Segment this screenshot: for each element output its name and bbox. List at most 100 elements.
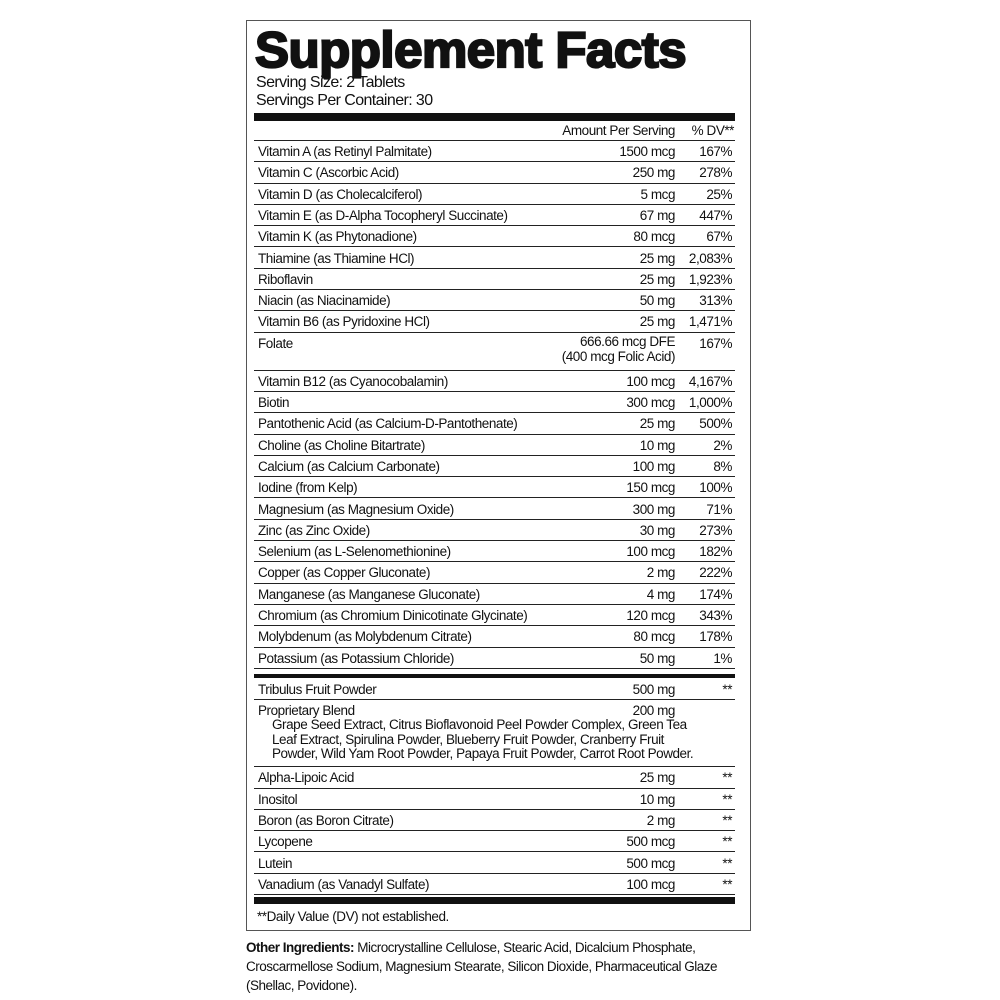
nutrient-dv: 273%	[699, 522, 732, 538]
nutrient-dv: 343%	[699, 608, 732, 623]
nutrient-amount: 100 mcg	[626, 544, 675, 560]
nutrient-dv: 2%	[713, 437, 732, 453]
nutrient-amount: 30 mg	[639, 522, 676, 538]
nutrient-dv: 25%	[706, 186, 732, 202]
nutrient-name: Alpha-Lipoic Acid	[258, 770, 354, 786]
nutrient-dv: **	[722, 770, 732, 786]
nutrient-row: Vitamin K (as Phytonadione) 80 mcg 67%	[254, 226, 735, 248]
nutrient-name: Vitamin C (Ascorbic Acid)	[258, 165, 399, 181]
nutrient-row: Vitamin E (as D-Alpha Tocopheryl Succina…	[254, 205, 735, 227]
nutrient-amount: 80 mcg	[633, 629, 675, 645]
nutrient-amount: 5 mcg	[640, 186, 675, 202]
nutrient-dv: 313%	[699, 293, 732, 309]
nutrient-amount: 100 mcg	[626, 876, 675, 892]
amount-line: (400 mcg Folic Acid)	[561, 348, 676, 364]
nutrient-name: Vanadium (as Vanadyl Sulfate)	[258, 876, 430, 892]
nutrient-row: Tribulus Fruit Powder 500 mg **	[254, 679, 735, 701]
nutrient-name: Lutein	[258, 855, 293, 871]
nutrient-row: Vitamin D (as Cholecalciferol) 5 mcg 25%	[254, 184, 735, 205]
thick-divider	[254, 113, 735, 121]
nutrient-dv: **	[722, 812, 732, 828]
nutrient-name: Boron (as Boron Citrate)	[258, 812, 394, 828]
nutrient-name: Calcium (as Calcium Carbonate)	[258, 458, 440, 474]
nutrient-dv: 222%	[699, 565, 732, 581]
nutrient-dv: 67%	[706, 229, 732, 245]
nutrient-row: Magnesium (as Magnesium Oxide) 300 mg 71%	[254, 499, 735, 520]
nutrient-amount: 500 mg	[632, 682, 676, 697]
nutrient-row: Biotin 300 mcg 1,000%	[254, 392, 735, 414]
nutrient-name: Iodine (from Kelp)	[258, 480, 358, 496]
nutrient-dv: **	[722, 682, 732, 697]
nutrient-row: Pantothenic Acid (as Calcium-D-Pantothen…	[254, 413, 735, 435]
nutrient-name: Choline (as Choline Bitartrate)	[258, 437, 425, 453]
nutrient-amount: 300 mcg	[626, 395, 675, 410]
nutrient-name: Vitamin E (as D-Alpha Tocopheryl Succina…	[258, 207, 508, 223]
nutrient-dv: **	[722, 876, 732, 892]
nutrient-name: Proprietary Blend	[258, 703, 355, 719]
nutrient-amount: 25 mg	[639, 250, 676, 266]
nutrient-name: Inositol	[258, 791, 298, 807]
nutrient-amount: 25 mg	[639, 271, 676, 287]
nutrient-amount: 666.66 mcg DFE (400 mcg Folic Acid)	[561, 333, 676, 364]
servings-per-container: Servings Per Container: 30	[256, 92, 433, 109]
nutrient-amount: 80 mcg	[633, 229, 675, 245]
nutrient-amount: 50 mg	[639, 650, 676, 666]
nutrient-name: Selenium (as L-Selenomethionine)	[258, 544, 451, 560]
nutrient-amount: 25 mg	[639, 416, 676, 432]
nutrient-name: Folate	[258, 335, 293, 351]
thick-divider	[254, 674, 735, 678]
nutrient-row: Niacin (as Niacinamide) 50 mg 313%	[254, 290, 735, 312]
nutrient-dv: 71%	[706, 501, 732, 517]
serving-size: Serving Size: 2 Tablets	[256, 74, 405, 91]
nutrient-row: Folate 666.66 mcg DFE (400 mcg Folic Acid)…	[254, 333, 735, 371]
nutrient-dv: 100%	[699, 480, 732, 496]
nutrient-row: Selenium (as L-Selenomethionine) 100 mcg 1…	[254, 541, 735, 563]
footnote: **Daily Value (DV) not established.	[257, 909, 449, 924]
nutrient-amount: 25 mg	[639, 770, 676, 786]
nutrient-dv: 500%	[699, 416, 732, 432]
nutrient-row: Alpha-Lipoic Acid 25 mg **	[254, 767, 735, 789]
nutrient-name: Copper (as Copper Gluconate)	[258, 565, 430, 581]
nutrient-dv: **	[722, 834, 732, 850]
nutrient-dv: 174%	[699, 586, 732, 602]
nutrient-name: Chromium (as Chromium Dinicotinate Glyci…	[258, 608, 528, 623]
nutrient-amount: 100 mcg	[626, 373, 675, 389]
nutrient-row: Molybdenum (as Molybdenum Citrate) 80 mcg…	[254, 626, 735, 648]
nutrient-row: Copper (as Copper Gluconate) 2 mg 222%	[254, 562, 735, 584]
nutrient-row: Lycopene 500 mcg **	[254, 831, 735, 853]
amount-line: 666.66 mcg DFE	[580, 333, 675, 349]
nutrient-amount: 10 mg	[639, 437, 676, 453]
nutrient-name: Vitamin B6 (as Pyridoxine HCl)	[258, 314, 430, 330]
nutrient-amount: 4 mg	[646, 586, 676, 602]
nutrient-dv: 178%	[699, 629, 732, 645]
nutrient-amount: 2 mg	[646, 565, 676, 581]
amount-header: Amount Per Serving	[562, 123, 675, 138]
other-ingredients: Other Ingredients: Microcrystalline Cell…	[246, 938, 766, 995]
thick-divider	[254, 897, 735, 904]
nutrient-amount: 120 mcg	[626, 608, 675, 623]
nutrient-dv: 278%	[699, 165, 732, 181]
nutrient-name: Magnesium (as Magnesium Oxide)	[258, 501, 454, 517]
nutrient-dv: 1,000%	[688, 395, 733, 410]
supplement-facts-panel: Supplement Facts Serving Size: 2 Tablets…	[246, 20, 751, 931]
nutrient-amount: 200 mg	[632, 703, 676, 719]
nutrient-row: Vitamin B6 (as Pyridoxine HCl) 25 mg 1,471…	[254, 311, 735, 333]
nutrient-row: Choline (as Choline Bitartrate) 10 mg 2%	[254, 435, 735, 456]
nutrient-amount: 100 mg	[632, 458, 676, 474]
nutrient-name: Thiamine (as Thiamine HCl)	[258, 250, 415, 266]
nutrient-name: Vitamin B12 (as Cyanocobalamin)	[258, 373, 448, 389]
other-ingredients-text: Microcrystalline Cellulose, Stearic Acid…	[246, 940, 717, 993]
nutrient-dv: 1,923%	[688, 271, 733, 287]
nutrient-row: Calcium (as Calcium Carbonate) 100 mg 8%	[254, 456, 735, 478]
nutrient-amount: 500 mcg	[626, 834, 675, 850]
nutrient-name: Zinc (as Zinc Oxide)	[258, 522, 370, 538]
nutrient-row: Iodine (from Kelp) 150 mcg 100%	[254, 477, 735, 499]
nutrient-dv: **	[722, 791, 732, 807]
nutrient-name: Riboflavin	[258, 271, 313, 287]
nutrient-amount: 2 mg	[646, 812, 676, 828]
nutrient-row: Lutein 500 mcg **	[254, 853, 735, 874]
nutrient-name: Niacin (as Niacinamide)	[258, 293, 391, 309]
blend-ingredients: Grape Seed Extract, Citrus Bioflavonoid …	[272, 717, 694, 762]
nutrient-row: Vitamin A (as Retinyl Palmitate) 1500 mcg…	[254, 141, 735, 163]
nutrient-row: Vitamin C (Ascorbic Acid) 250 mg 278%	[254, 162, 735, 184]
